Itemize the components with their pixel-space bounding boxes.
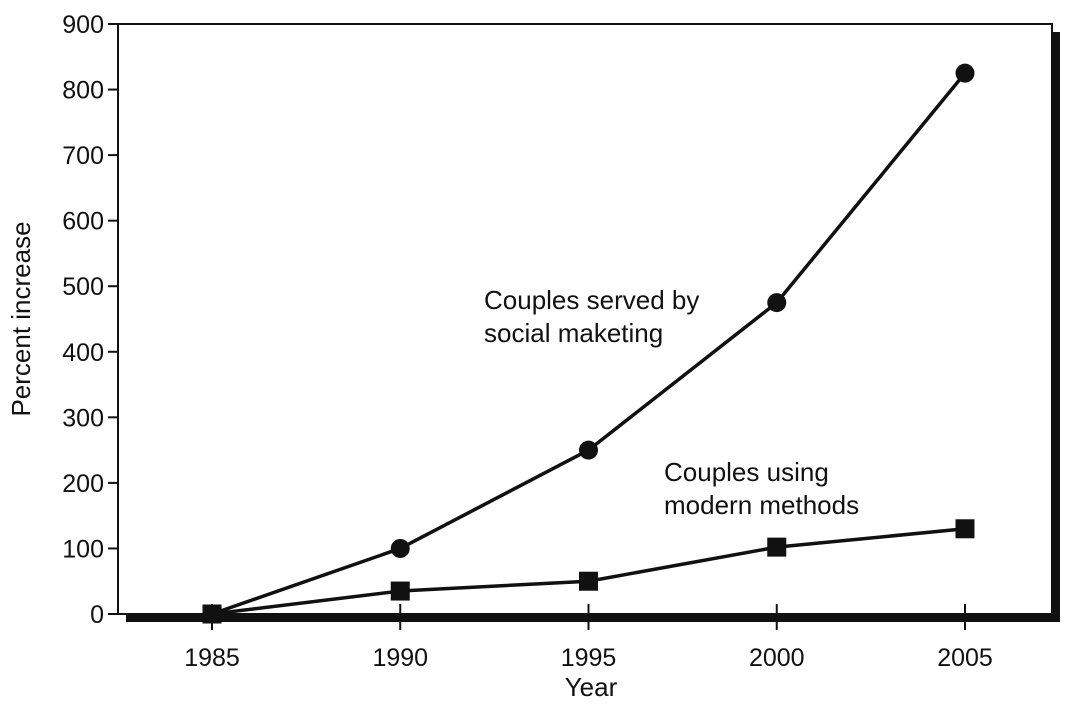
plot-frame [117,23,1060,622]
y-tick-label: 200 [62,470,104,498]
y-tick-label: 0 [90,601,104,629]
x-tick-label: 1985 [184,644,240,672]
data-point-square [390,581,410,601]
y-tick-label: 400 [62,339,104,367]
series-label-line: Couples using [664,457,829,487]
y-tick-label: 500 [62,273,104,301]
series-label-line: modern methods [664,490,859,520]
x-axis-label: Year [565,672,618,702]
data-point-circle [955,63,975,83]
data-point-square [955,519,975,539]
y-tick-label: 900 [62,11,104,39]
series-label-line: Couples served by [484,285,699,315]
y-tick-label: 800 [62,77,104,105]
x-tick-label: 1995 [561,644,617,672]
data-point-square [767,537,787,557]
data-point-circle [390,538,410,558]
plot-area [117,23,1053,615]
data-point-square [579,571,598,591]
y-tick-label: 100 [62,535,104,563]
data-point-circle [767,293,787,313]
y-tick-label: 300 [62,404,104,432]
y-axis-label: Percent increase [6,221,36,416]
y-tick-label: 700 [62,142,104,170]
series-label-line: social maketing [484,318,663,348]
data-point-square [202,604,222,624]
series-layer [202,63,975,624]
y-axis: 0 100 200 300 400 500 600 700 800 900 [62,11,118,629]
y-tick-label: 600 [62,208,104,236]
data-point-circle [579,440,598,460]
x-tick-label: 2000 [749,644,805,672]
x-tick-label: 2005 [937,644,993,672]
x-tick-label: 1990 [372,644,428,672]
x-axis: 1985 1990 1995 2000 2005 [184,604,993,672]
